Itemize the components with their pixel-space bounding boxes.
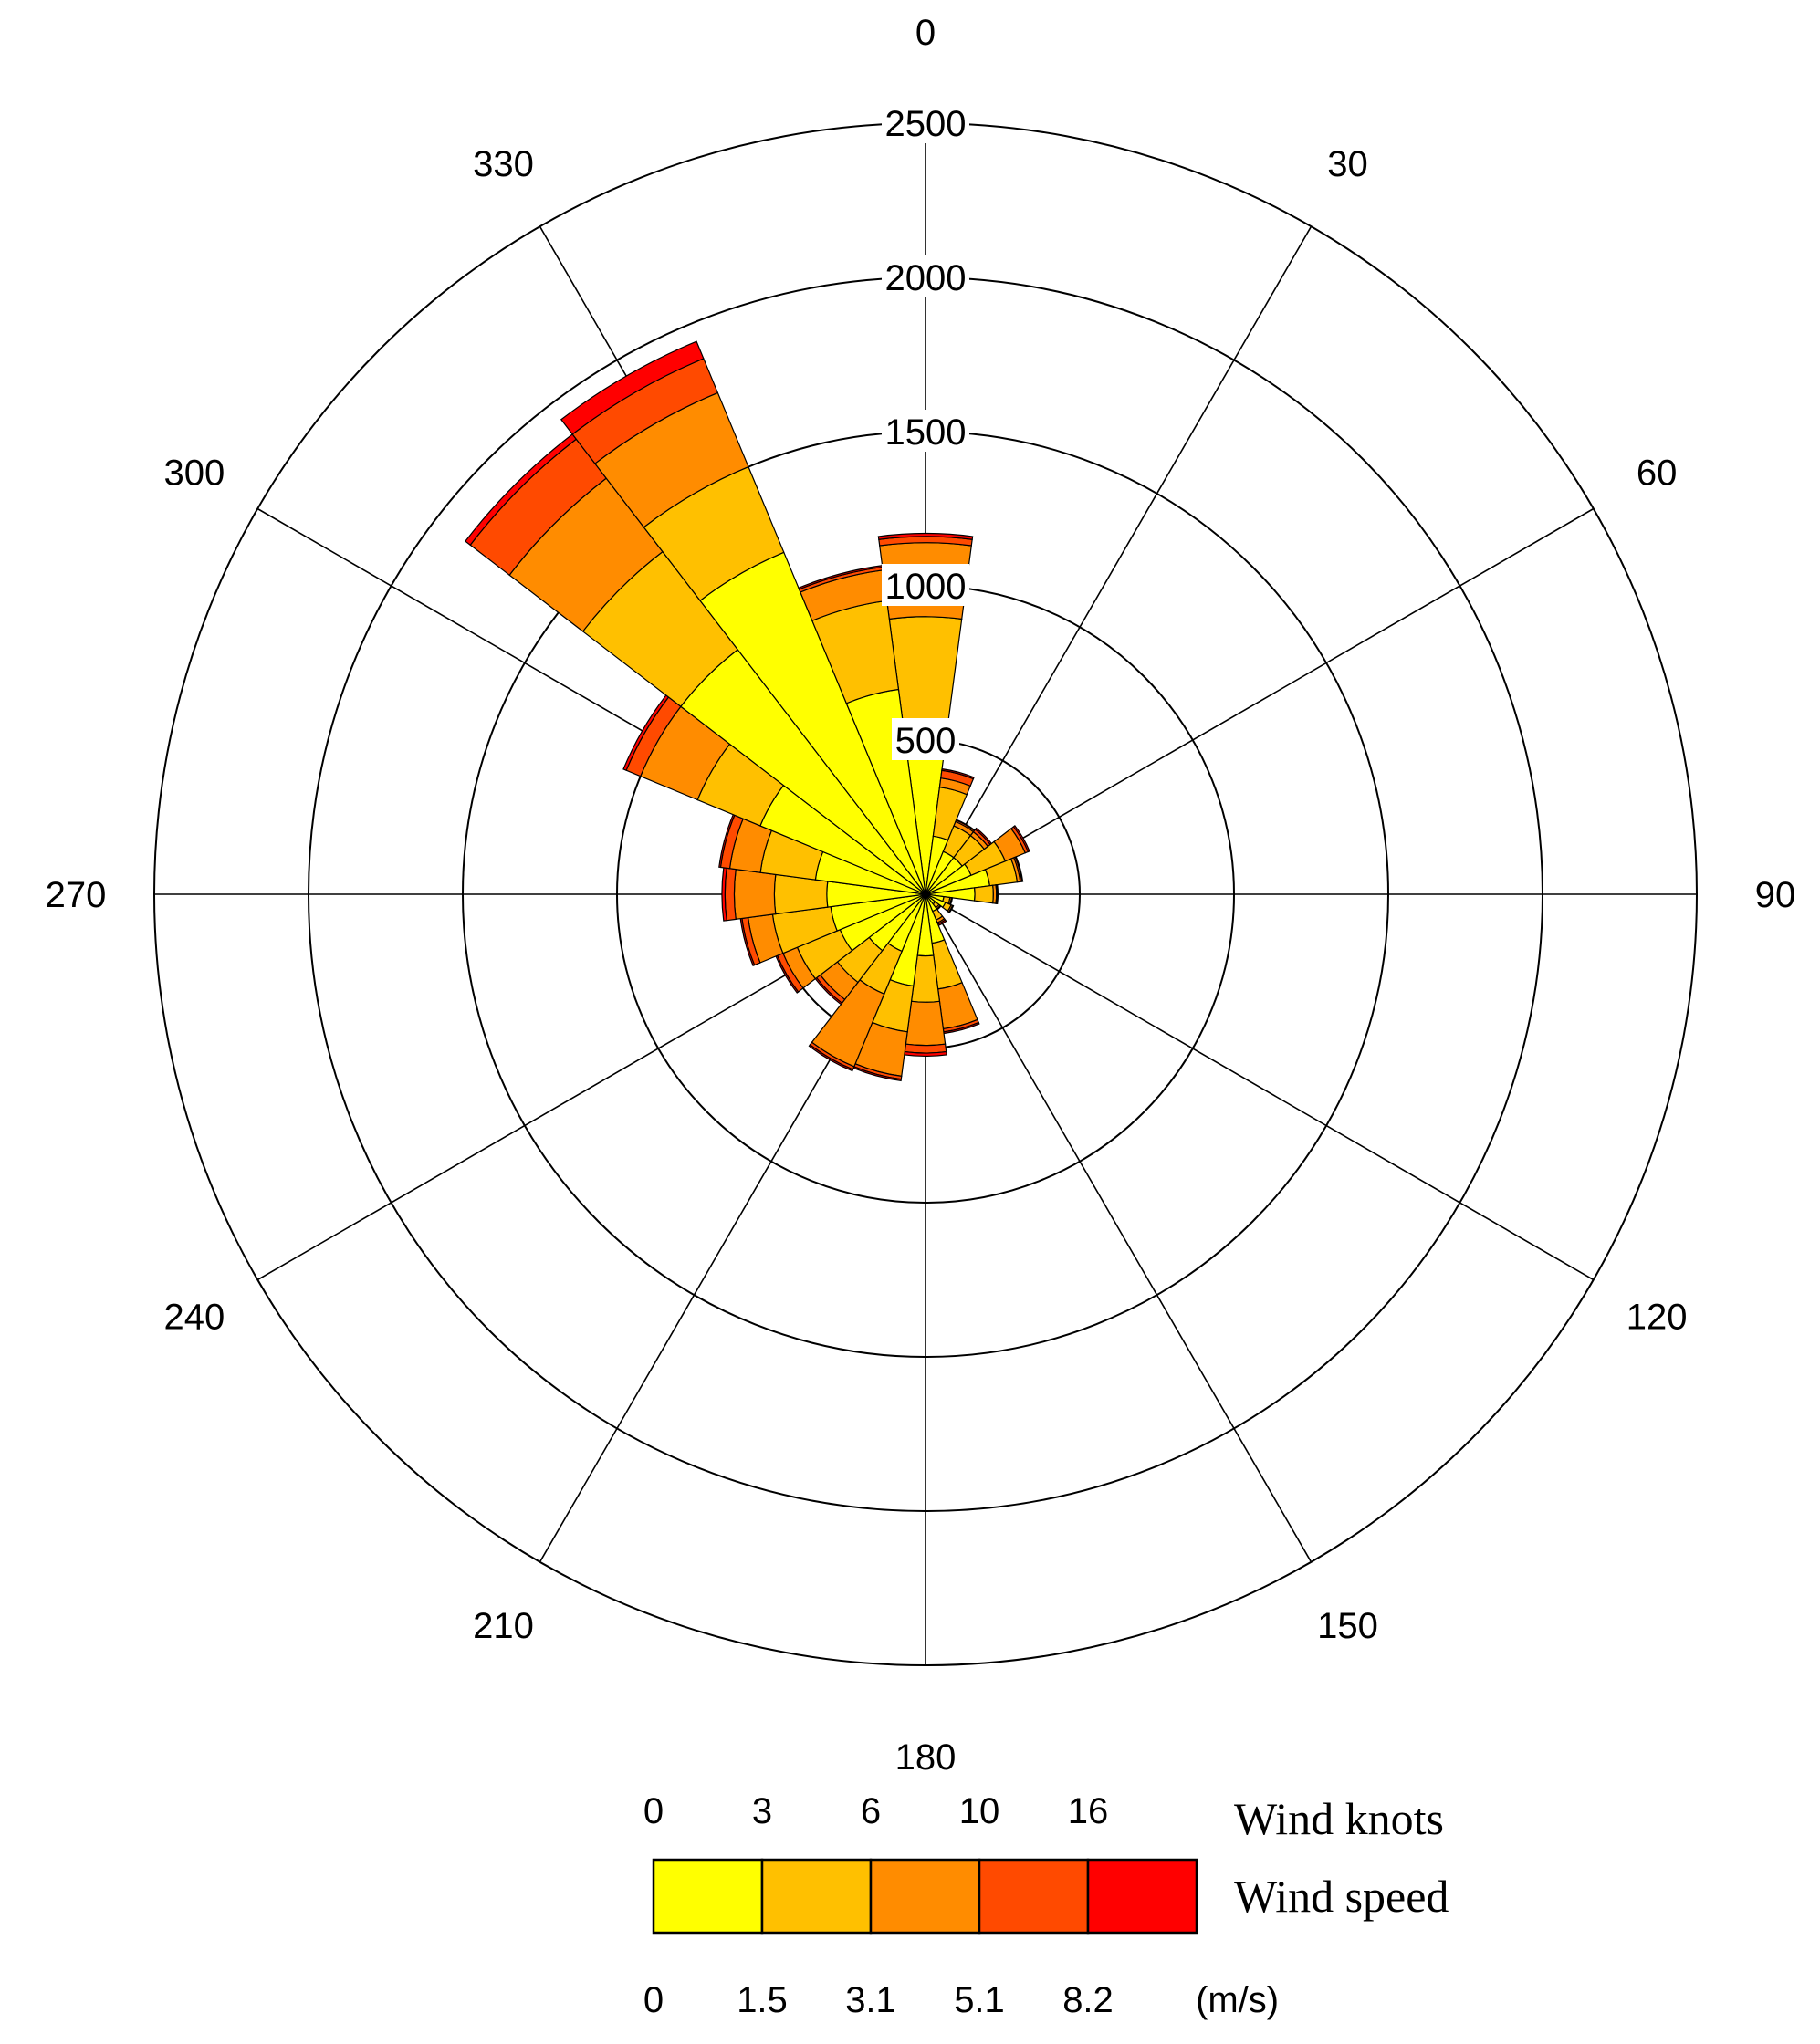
wedge-segment (948, 904, 955, 913)
direction-label: 30 (1327, 144, 1368, 184)
direction-labels: 0 30 60 90 120 150 180 210 240 270 300 330 (46, 13, 1796, 1778)
legend-box (869, 1858, 981, 1934)
grid-spoke (925, 225, 1313, 895)
direction-label: 60 (1637, 454, 1678, 494)
ring-label: 500 (895, 721, 957, 761)
legend-knots-ticks: 0 3 6 10 16 (643, 1791, 1108, 1831)
legend-ms-tick: 0 (643, 1980, 664, 2020)
legend-ms-tick: 3.1 (845, 1980, 896, 2020)
ring-label-bg (882, 256, 969, 297)
ring-label-bg (882, 410, 969, 452)
legend-box (1086, 1858, 1198, 1934)
legend-unit: (m/s) (1196, 1980, 1279, 2020)
grid-spoke (925, 893, 1313, 1563)
wedge-segment (560, 340, 705, 435)
legend-box (760, 1858, 873, 1934)
legend-color-boxes (652, 1858, 1198, 1934)
radial-tick-labels: 500 1000 1500 2000 2500 (882, 101, 969, 761)
direction-label: 150 (1317, 1606, 1378, 1646)
legend: 0 3 6 10 16 0 1.5 3.1 5.1 8.2 Wind knots Wind sp… (643, 1791, 1449, 2020)
wedge-segment (1012, 825, 1030, 853)
direction-label: 90 (1755, 875, 1796, 915)
ring-label: 1500 (885, 412, 967, 453)
wedge-segment (973, 884, 994, 904)
wedge-segment (1014, 856, 1024, 882)
wedge-segment (808, 1044, 854, 1072)
direction-label: 240 (164, 1298, 225, 1338)
direction-label: 300 (164, 454, 225, 494)
direction-label: 180 (895, 1737, 957, 1778)
grid-spoke (925, 893, 1595, 1281)
legend-box (978, 1858, 1090, 1934)
legend-box (652, 1858, 764, 1934)
direction-label: 270 (46, 875, 107, 915)
legend-knots-tick: 0 (643, 1791, 664, 1831)
legend-knots-title: Wind knots (1234, 1793, 1444, 1844)
direction-label: 330 (473, 144, 534, 184)
ring-label-bg (892, 718, 959, 760)
legend-ms-ticks: 0 1.5 3.1 5.1 8.2 (643, 1980, 1114, 2020)
legend-ms-tick: 1.5 (737, 1980, 788, 2020)
ring-label: 2000 (885, 258, 967, 298)
wedge-segment (904, 1043, 947, 1054)
wedge-segment (996, 883, 999, 905)
direction-label: 0 (915, 13, 936, 53)
ring-label: 2500 (885, 104, 967, 144)
direction-label: 120 (1626, 1298, 1688, 1338)
wedge-segment (941, 767, 975, 780)
ring-label-bg (882, 101, 969, 143)
legend-speed-title: Wind speed (1234, 1871, 1449, 1922)
direction-label: 210 (473, 1606, 534, 1646)
legend-knots-tick: 3 (752, 1791, 772, 1831)
legend-knots-tick: 6 (861, 1791, 881, 1831)
grid-spoke (925, 507, 1595, 895)
legend-ms-tick: 5.1 (954, 1980, 1005, 2020)
legend-ms-tick: 8.2 (1062, 1980, 1114, 2020)
wedge-segment (877, 533, 974, 540)
legend-knots-tick: 16 (1068, 1791, 1109, 1831)
ring-label: 1000 (885, 567, 967, 607)
wedge-segment (724, 867, 737, 922)
legend-knots-tick: 10 (959, 1791, 1000, 1831)
wedge-segment (733, 868, 777, 921)
wedge-segment (905, 1000, 947, 1047)
ring-label-bg (882, 564, 969, 606)
